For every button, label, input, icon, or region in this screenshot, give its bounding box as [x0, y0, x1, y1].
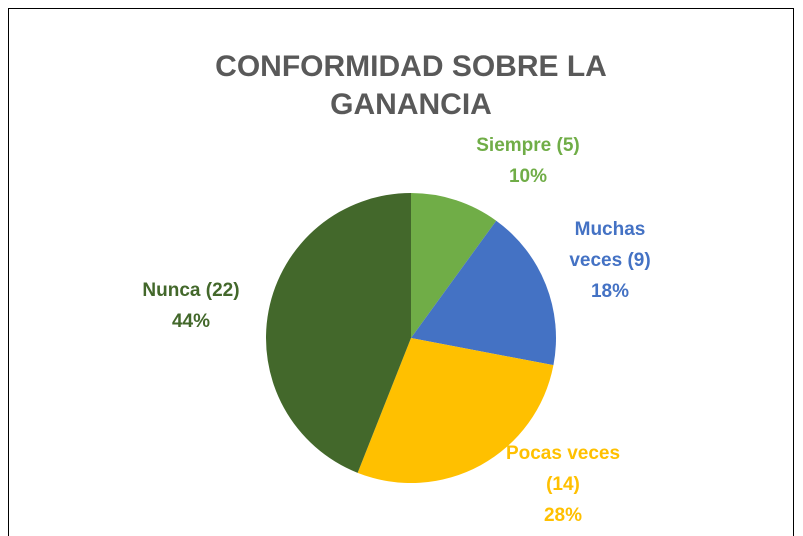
pie-slice — [411, 220, 556, 366]
category-label: Pocas veces (14) — [505, 443, 621, 495]
data-label: Muchas veces (9) 18% — [555, 214, 665, 307]
value-label: 44% — [171, 311, 211, 332]
pie-slice — [265, 193, 411, 473]
pie-slice — [411, 193, 497, 338]
data-label: Nunca (22) 44% — [116, 275, 266, 337]
data-label: Pocas veces (14) 28% — [488, 438, 638, 531]
chart-border — [8, 8, 794, 536]
value-label: 10% — [508, 166, 548, 187]
data-label: Siempre (5) 10% — [453, 130, 603, 192]
category-label: Muchas veces (9) — [569, 219, 651, 271]
category-label: Nunca (22) — [142, 280, 240, 301]
chart-title: CONFORMIDAD SOBRE LA GANANCIA — [215, 50, 607, 121]
value-label: 28% — [543, 505, 583, 526]
category-label: Siempre (5) — [476, 135, 580, 156]
pie-slice — [357, 338, 554, 483]
value-label: 18% — [590, 281, 630, 302]
